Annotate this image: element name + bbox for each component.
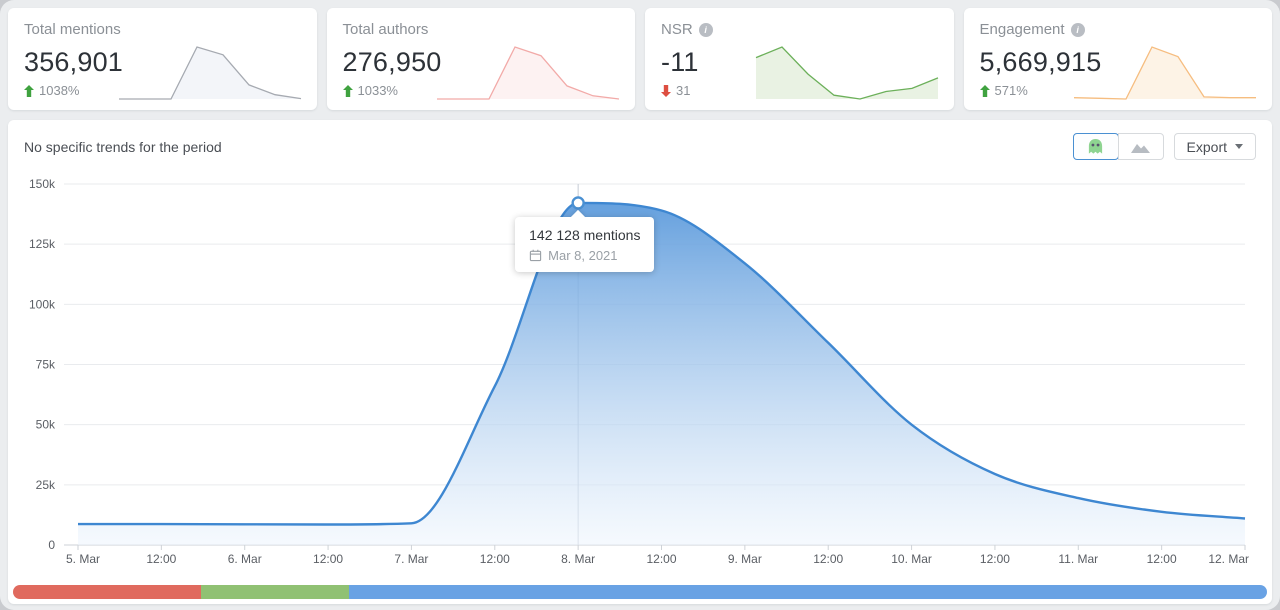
toggle-area-view-button[interactable] <box>1117 133 1164 160</box>
svg-text:12:00: 12:00 <box>146 552 176 566</box>
svg-text:12:00: 12:00 <box>646 552 676 566</box>
card-value: 276,950 <box>342 47 442 77</box>
card-change: 1033% <box>342 83 620 98</box>
svg-text:25k: 25k <box>36 478 56 492</box>
card-total-mentions: Total mentions 356,901 1038% <box>8 8 317 110</box>
tooltip-date: Mar 8, 2021 <box>529 248 640 263</box>
mentions-chart-panel: No specific trends for the period <box>8 120 1272 604</box>
tooltip-date-text: Mar 8, 2021 <box>548 247 618 263</box>
card-title: Total mentions <box>24 21 121 38</box>
svg-text:12:00: 12:00 <box>1147 552 1177 566</box>
svg-text:10. Mar: 10. Mar <box>891 552 932 566</box>
chevron-down-icon <box>1235 144 1243 149</box>
calendar-icon <box>529 249 542 262</box>
mountains-icon <box>1131 143 1151 153</box>
svg-text:11. Mar: 11. Mar <box>1058 552 1098 566</box>
arrow-up-icon <box>24 84 34 97</box>
export-button[interactable]: Export <box>1173 133 1256 160</box>
chart-header: No specific trends for the period <box>8 120 1272 160</box>
svg-text:75k: 75k <box>36 358 56 372</box>
svg-text:12:00: 12:00 <box>980 552 1010 566</box>
card-value: 5,669,915 <box>979 47 1102 77</box>
svg-text:7. Mar: 7. Mar <box>394 552 428 566</box>
stats-row: Total mentions 356,901 1038% Total autho… <box>8 8 1272 110</box>
card-change-value: 1033% <box>357 83 398 98</box>
svg-text:6. Mar: 6. Mar <box>228 552 262 566</box>
toggle-mentions-view-button[interactable] <box>1072 133 1119 160</box>
card-change-value: 571% <box>994 83 1028 98</box>
svg-text:125k: 125k <box>29 237 56 251</box>
card-engagement: Engagement i 5,669,915 571% <box>963 8 1272 110</box>
arrow-up-icon <box>342 84 353 97</box>
card-change-value: 31 <box>676 83 691 98</box>
svg-text:0: 0 <box>48 538 55 552</box>
card-value: -11 <box>661 47 699 77</box>
svg-text:12:00: 12:00 <box>480 552 510 566</box>
svg-text:50k: 50k <box>36 418 56 432</box>
svg-text:100k: 100k <box>29 297 56 311</box>
range-segment-positive[interactable] <box>201 585 350 599</box>
info-icon[interactable]: i <box>698 22 713 37</box>
card-title: Engagement <box>979 21 1065 38</box>
authors-sparkline <box>437 46 620 100</box>
card-change-value: 1038% <box>39 83 80 98</box>
chart-controls: Export <box>1072 133 1256 160</box>
tooltip-mentions-value: 142 128 mentions <box>529 226 641 243</box>
trend-note: No specific trends for the period <box>24 138 222 155</box>
svg-text:12:00: 12:00 <box>313 552 343 566</box>
card-title: NSR <box>661 21 693 38</box>
export-label: Export <box>1186 138 1227 155</box>
mentions-sparkline <box>118 46 301 100</box>
chart-area: 0 25k 50k 75k 100k 125k 150k 5. Mar 12:00 6. Mar 1… <box>8 162 1272 587</box>
svg-text:8. Mar: 8. Mar <box>561 552 595 566</box>
card-title: Total authors <box>342 21 429 38</box>
range-segment-neutral[interactable] <box>349 585 1267 599</box>
mentions-area-chart[interactable]: 0 25k 50k 75k 100k 125k 150k 5. Mar 12:00 6. Mar 1… <box>8 162 1272 582</box>
card-total-authors: Total authors 276,950 1033% <box>326 8 635 110</box>
arrow-down-icon <box>661 84 671 97</box>
arrow-up-icon <box>979 84 990 97</box>
engagement-sparkline <box>1073 46 1256 100</box>
timeline-range-bar[interactable] <box>13 585 1267 599</box>
svg-text:12:00: 12:00 <box>813 552 843 566</box>
chart-type-toggle <box>1072 133 1164 160</box>
svg-text:150k: 150k <box>29 177 56 191</box>
card-change: 571% <box>979 83 1257 98</box>
svg-text:5. Mar: 5. Mar <box>66 552 100 566</box>
range-segment-negative[interactable] <box>13 585 202 599</box>
svg-text:12. Mar: 12. Mar <box>1208 552 1249 566</box>
info-icon[interactable]: i <box>1070 22 1085 37</box>
chart-tooltip: 142 128 mentions Mar 8, 2021 <box>515 216 655 272</box>
card-change: 1038% <box>24 83 301 98</box>
card-nsr: NSR i -11 31 <box>645 8 954 110</box>
svg-text:9. Mar: 9. Mar <box>728 552 762 566</box>
card-change: 31 <box>661 83 938 98</box>
card-value: 356,901 <box>24 47 123 77</box>
nsr-sparkline <box>755 46 938 100</box>
ghost-icon <box>1088 138 1103 154</box>
